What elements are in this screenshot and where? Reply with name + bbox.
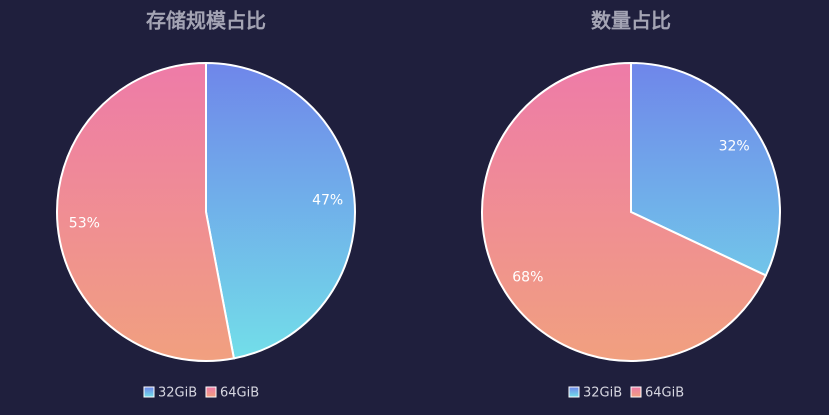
legend-swatch <box>568 386 580 398</box>
legend-label: 32GiB <box>583 386 622 401</box>
slice-label: 47% <box>312 193 343 209</box>
legend-label: 32GiB <box>158 386 197 401</box>
pie-slice <box>481 61 768 362</box>
legend-swatch <box>205 386 217 398</box>
slice-label: 32% <box>719 139 750 155</box>
chart-title: 数量占比 <box>591 9 671 33</box>
pie-slice <box>205 61 356 360</box>
legend-swatch <box>630 386 642 398</box>
legend-label: 64GiB <box>220 386 259 401</box>
legend-swatch <box>143 386 155 398</box>
chart-title: 存储规模占比 <box>146 9 266 33</box>
pie-slice <box>56 61 236 362</box>
slice-label: 68% <box>512 269 543 285</box>
pie-slice <box>630 61 781 277</box>
legend-label: 64GiB <box>645 386 684 401</box>
slice-label: 53% <box>69 215 100 231</box>
